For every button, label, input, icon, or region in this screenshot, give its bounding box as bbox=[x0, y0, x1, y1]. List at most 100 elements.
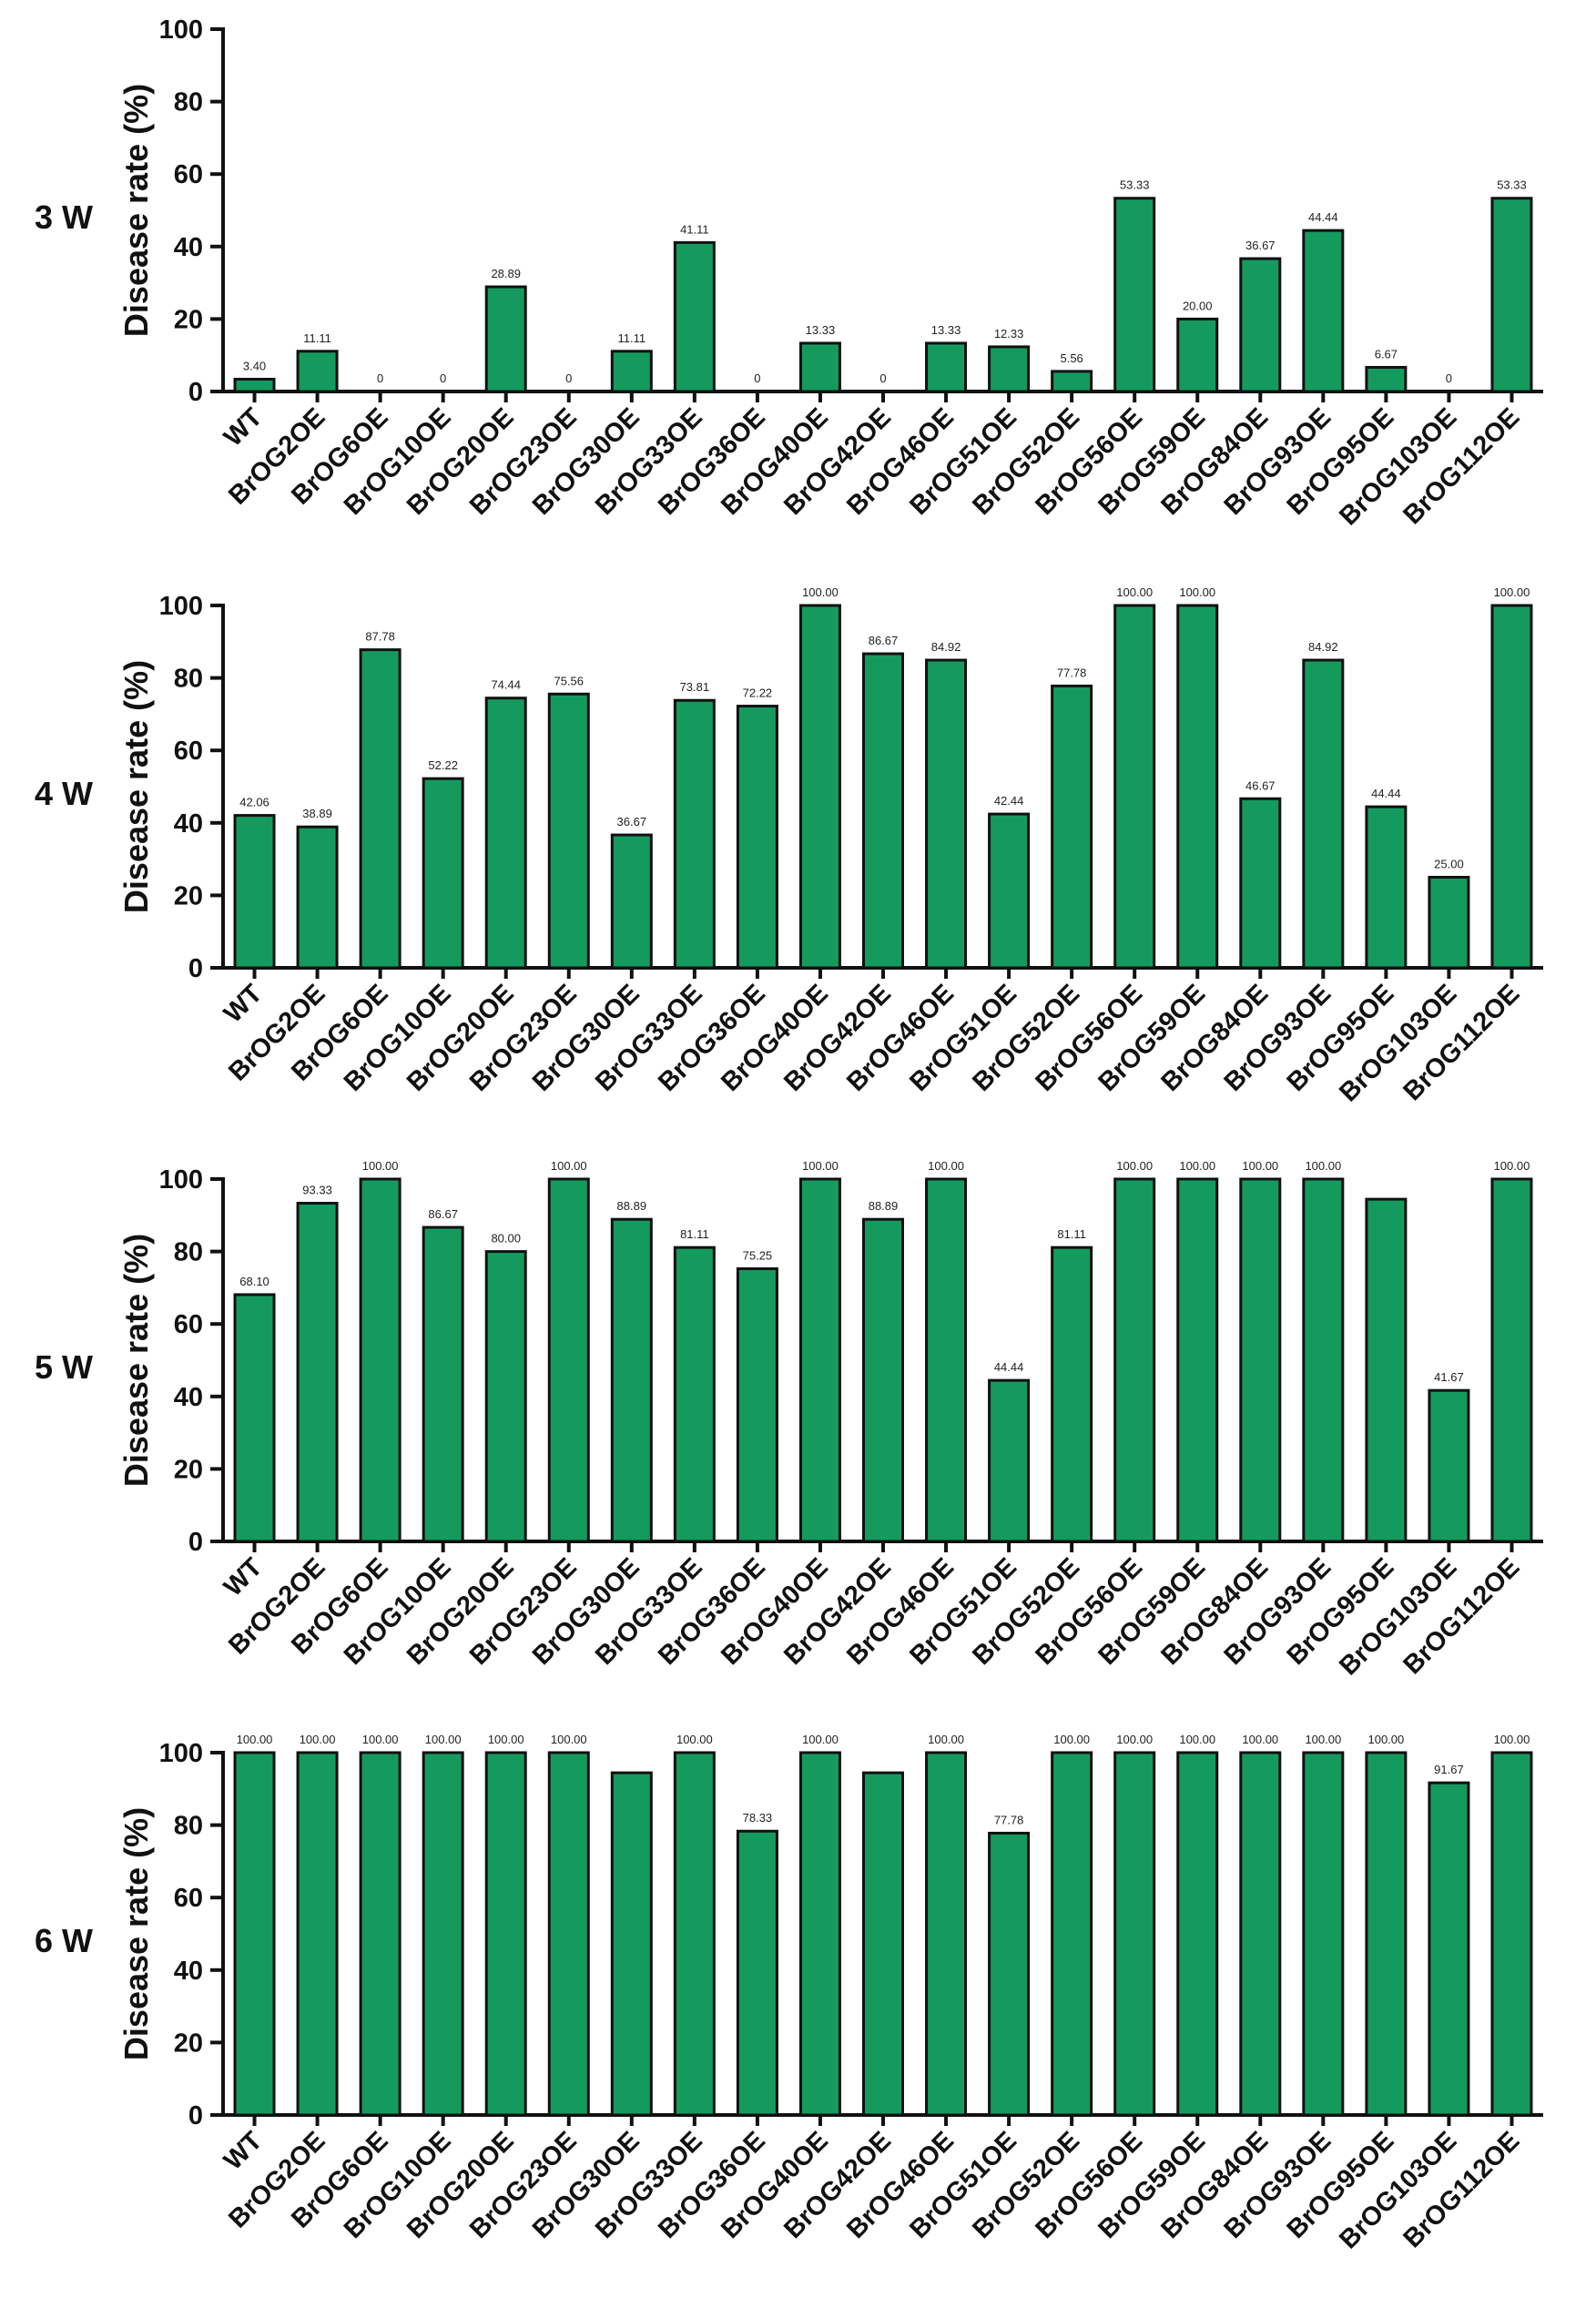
bar-BrOG20OE bbox=[484, 1250, 527, 1543]
bar-BrOG33OE bbox=[673, 240, 716, 393]
data-label: 73.81 bbox=[680, 680, 710, 694]
bar-BrOG20OE bbox=[484, 1751, 527, 2117]
data-label: 52.22 bbox=[428, 758, 458, 772]
data-label: 100.00 bbox=[551, 1159, 587, 1173]
y-axis-label: Disease rate (%) bbox=[117, 84, 155, 337]
bar-BrOG95OE bbox=[1365, 365, 1408, 393]
data-label: 100.00 bbox=[1179, 1733, 1215, 1746]
y-tick-label: 80 bbox=[174, 1238, 203, 1267]
bar-BrOG51OE bbox=[988, 345, 1031, 393]
bar-BrOG112OE bbox=[1490, 1751, 1533, 2117]
bar-BrOG6OE bbox=[359, 1751, 402, 2117]
chart-panel-4: 6 W Disease rate (%) 0 20 40 60 80 100 100.00 WT 1… bbox=[35, 1733, 1543, 2254]
data-label: 100.00 bbox=[300, 1733, 336, 1746]
x-tick-label: WT bbox=[219, 979, 269, 1029]
data-label: 81.11 bbox=[1057, 1227, 1086, 1241]
y-tick-label: 100 bbox=[159, 592, 203, 621]
y-tick-label: 40 bbox=[174, 1383, 203, 1412]
bar-BrOG59OE bbox=[1176, 604, 1219, 970]
data-label: 0 bbox=[565, 371, 572, 385]
data-label: 100.00 bbox=[488, 1733, 524, 1746]
data-label: 20.00 bbox=[1183, 299, 1213, 312]
bar-BrOG2OE bbox=[296, 825, 339, 970]
bar-BrOG84OE bbox=[1239, 1177, 1282, 1543]
data-label: 91.67 bbox=[1434, 1763, 1464, 1776]
bar-BrOG59OE bbox=[1176, 1177, 1219, 1543]
data-label: 100.00 bbox=[1242, 1733, 1278, 1746]
bar-BrOG103OE bbox=[1428, 1781, 1470, 2117]
y-tick-label: 100 bbox=[159, 1165, 203, 1195]
data-label: 78.33 bbox=[743, 1811, 773, 1825]
y-tick-label: 0 bbox=[188, 2101, 203, 2130]
bar-BrOG10OE bbox=[422, 1751, 464, 2117]
data-label: 53.33 bbox=[1120, 178, 1150, 192]
bar-WT bbox=[233, 1751, 276, 2117]
data-label: 13.33 bbox=[931, 323, 961, 337]
data-label: 44.44 bbox=[1371, 787, 1401, 800]
data-label: 100.00 bbox=[1494, 1159, 1530, 1173]
bar-BrOG52OE bbox=[1051, 1246, 1093, 1543]
bar-BrOG46OE bbox=[925, 658, 968, 970]
y-tick-label: 80 bbox=[174, 88, 203, 117]
bar-BrOG36OE bbox=[736, 1829, 778, 2117]
data-label: 100.00 bbox=[1305, 1733, 1341, 1746]
y-axis-label: Disease rate (%) bbox=[117, 1807, 155, 2060]
y-axis-label: Disease rate (%) bbox=[117, 1234, 155, 1487]
data-label: 80.00 bbox=[491, 1232, 521, 1246]
panel-label: 5 W bbox=[35, 1348, 93, 1386]
bar-BrOG23OE bbox=[547, 1177, 590, 1543]
data-label: 0 bbox=[879, 371, 886, 385]
bar-BrOG51OE bbox=[988, 1378, 1031, 1543]
bar-BrOG112OE bbox=[1490, 197, 1533, 393]
data-label: 77.78 bbox=[1057, 666, 1087, 679]
bar-BrOG2OE bbox=[296, 1751, 339, 2117]
data-label: 81.11 bbox=[680, 1227, 709, 1241]
bar-BrOG42OE bbox=[862, 652, 904, 970]
bar-BrOG93OE bbox=[1302, 229, 1345, 393]
data-label: 100.00 bbox=[362, 1159, 399, 1173]
data-label: 100.00 bbox=[802, 585, 839, 599]
data-label: 93.33 bbox=[302, 1184, 332, 1197]
chart-panel-1: 3 W Disease rate (%) 0 20 40 60 80 100 3.40 WT 11.… bbox=[35, 15, 1543, 531]
bar-BrOG6OE bbox=[359, 1177, 402, 1543]
data-label: 5.56 bbox=[1060, 351, 1083, 365]
data-label: 11.11 bbox=[618, 331, 646, 345]
y-tick-label: 80 bbox=[174, 665, 203, 694]
data-label: 100.00 bbox=[551, 1733, 587, 1746]
data-label: 75.56 bbox=[554, 674, 584, 687]
bar-BrOG51OE bbox=[988, 812, 1031, 970]
bar-BrOG42OE bbox=[862, 1771, 904, 2117]
bar-BrOG2OE bbox=[296, 350, 339, 393]
data-label: 100.00 bbox=[1179, 1159, 1215, 1173]
bar-BrOG33OE bbox=[673, 698, 716, 970]
data-label: 100.00 bbox=[1179, 585, 1215, 599]
x-tick-label: WT bbox=[219, 402, 269, 452]
bar-BrOG95OE bbox=[1365, 1197, 1408, 1543]
data-label: 74.44 bbox=[491, 678, 521, 692]
data-label: 41.11 bbox=[680, 222, 709, 236]
bar-BrOG30OE bbox=[610, 350, 653, 393]
data-label: 100.00 bbox=[425, 1733, 462, 1746]
bar-BrOG20OE bbox=[484, 285, 527, 393]
bar-BrOG93OE bbox=[1302, 1177, 1345, 1543]
bar-BrOG2OE bbox=[296, 1202, 339, 1543]
y-tick-label: 20 bbox=[174, 1455, 203, 1484]
data-label: 84.92 bbox=[1308, 640, 1338, 654]
data-label: 100.00 bbox=[928, 1733, 964, 1746]
bar-BrOG84OE bbox=[1239, 797, 1282, 970]
bar-WT bbox=[233, 1293, 276, 1543]
y-axis-label: Disease rate (%) bbox=[117, 660, 155, 913]
chart-panel-2: 4 W Disease rate (%) 0 20 40 60 80 100 42.06 WT 38… bbox=[35, 585, 1543, 1107]
data-label: 36.67 bbox=[617, 815, 647, 829]
data-label: 3.40 bbox=[243, 359, 266, 372]
y-tick-label: 20 bbox=[174, 2029, 203, 2058]
data-label: 84.92 bbox=[931, 640, 961, 654]
data-label: 100.00 bbox=[1116, 585, 1153, 599]
bar-BrOG23OE bbox=[547, 1751, 590, 2117]
bar-BrOG59OE bbox=[1176, 1751, 1219, 2117]
panel-label: 4 W bbox=[35, 775, 93, 812]
bar-BrOG93OE bbox=[1302, 1751, 1345, 2117]
data-label: 53.33 bbox=[1497, 178, 1527, 192]
data-label: 38.89 bbox=[302, 807, 332, 820]
y-tick-label: 40 bbox=[174, 1957, 203, 1986]
